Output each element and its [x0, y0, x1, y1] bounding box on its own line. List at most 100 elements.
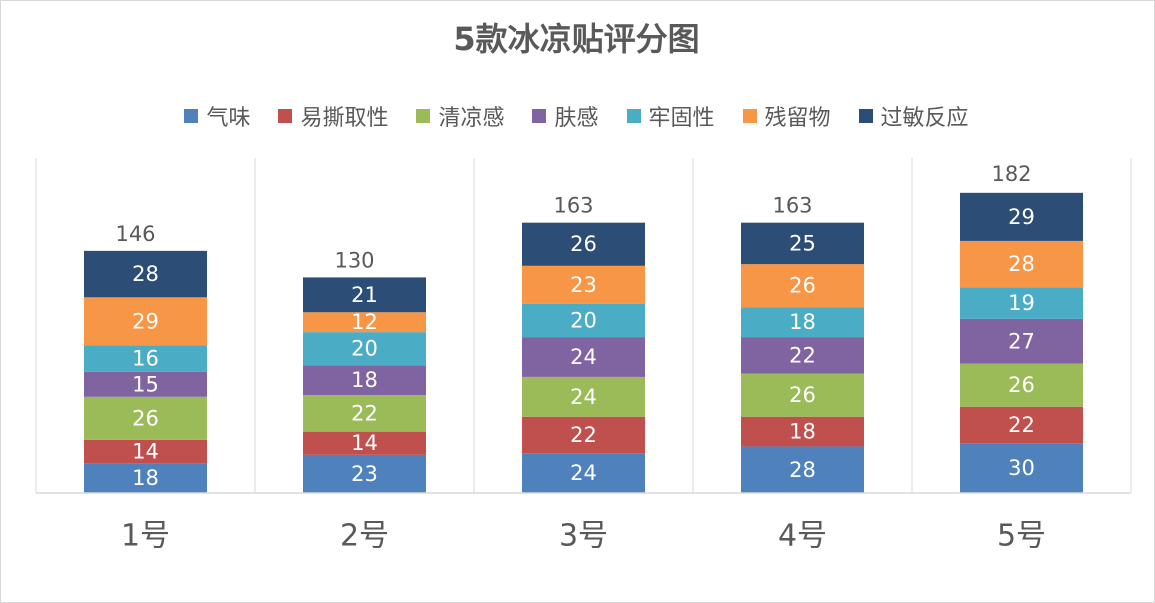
data-label: 22	[1008, 413, 1035, 437]
bar-segment	[522, 337, 645, 377]
data-label: 14	[351, 431, 378, 455]
total-label: 163	[772, 194, 812, 218]
bar-segment	[960, 318, 1083, 364]
legend-swatch	[626, 109, 641, 123]
data-label: 21	[351, 283, 378, 307]
bar-segment	[522, 376, 645, 417]
bar-segment	[303, 365, 426, 396]
bar-segment	[84, 439, 207, 464]
bar-segment	[741, 307, 864, 338]
data-label: 30	[1008, 456, 1035, 480]
legend-item: 易撕取性	[278, 100, 388, 132]
legend-swatch	[278, 109, 293, 123]
category-label: 1号	[121, 519, 170, 554]
data-label: 12	[351, 310, 378, 334]
total-label: 182	[991, 162, 1031, 186]
data-label: 22	[570, 423, 597, 447]
legend-item: 过敏反应	[858, 100, 969, 132]
data-label: 23	[351, 462, 378, 486]
legend-label: 残留物	[764, 106, 831, 131]
bar-segment	[84, 396, 207, 440]
data-label: 20	[351, 337, 378, 361]
bar-segment	[960, 192, 1083, 241]
legend-label: 气味	[206, 106, 251, 131]
bar-segment	[303, 395, 426, 432]
bar-segment	[303, 431, 426, 455]
data-label: 16	[132, 347, 159, 371]
data-label: 26	[1008, 373, 1035, 397]
bar-segment	[960, 240, 1083, 288]
bar-segment	[84, 250, 207, 298]
bar-segment	[960, 443, 1083, 493]
bar-segment	[522, 303, 645, 338]
legend-label: 牢固性	[648, 106, 715, 131]
data-label: 15	[132, 372, 159, 396]
data-label: 24	[570, 461, 597, 485]
bar-segment	[741, 264, 864, 308]
legend-swatch	[742, 109, 757, 123]
bar-segment	[741, 416, 864, 447]
data-label: 28	[132, 262, 159, 286]
bar-segment	[303, 277, 426, 313]
data-label: 14	[132, 440, 159, 464]
bar-segment	[84, 297, 207, 346]
legend-label: 过敏反应	[880, 106, 969, 131]
total-label: 130	[334, 248, 374, 272]
legend-swatch	[184, 109, 199, 123]
bar-segment	[741, 373, 864, 417]
category-label: 4号	[778, 519, 827, 554]
category-label: 3号	[559, 519, 608, 554]
bar-segment	[84, 463, 207, 493]
legend-item: 肤感	[532, 100, 599, 132]
data-label: 26	[789, 383, 816, 407]
legend-swatch	[416, 109, 431, 123]
data-label: 23	[570, 273, 597, 297]
legend-label: 清凉感	[438, 106, 505, 131]
bar-segment	[960, 406, 1083, 444]
data-label: 18	[351, 368, 378, 392]
data-label: 26	[570, 232, 597, 256]
total-label: 163	[553, 194, 593, 218]
legend: 气味 易撕取性 清凉感 肤感 牢固性 残留物 过敏反应	[0, 100, 1153, 132]
bar-segment	[303, 312, 426, 333]
legend-item: 残留物	[742, 100, 831, 132]
bar-segment	[522, 222, 645, 266]
data-label: 24	[570, 345, 597, 369]
bar-segment	[84, 371, 207, 397]
data-label: 28	[789, 458, 816, 482]
bar-segment	[960, 363, 1083, 407]
data-label: 27	[1008, 329, 1035, 353]
legend-label: 易撕取性	[300, 106, 389, 131]
data-label: 29	[1008, 205, 1035, 229]
bar-segment	[522, 416, 645, 454]
data-label: 19	[1008, 291, 1035, 315]
data-label: 26	[789, 274, 816, 298]
bar-segment	[741, 222, 864, 265]
bar-segment	[960, 287, 1083, 319]
data-label: 18	[789, 420, 816, 444]
bar-segment	[522, 453, 645, 493]
data-label: 29	[132, 309, 159, 333]
data-label: 26	[132, 406, 159, 430]
category-label: 2号	[340, 519, 389, 554]
data-label: 20	[570, 309, 597, 333]
data-label: 18	[132, 466, 159, 490]
bar-segment	[84, 345, 207, 372]
legend-swatch	[532, 109, 547, 123]
category-label: 5号	[997, 519, 1046, 554]
bar-segment	[303, 332, 426, 366]
legend-label: 肤感	[554, 106, 599, 131]
legend-item: 气味	[184, 100, 250, 132]
data-label: 18	[789, 310, 816, 334]
total-label: 146	[115, 222, 155, 246]
data-label: 24	[570, 385, 597, 409]
data-label: 28	[1008, 252, 1035, 276]
legend-swatch	[858, 109, 873, 123]
bar-segment	[303, 454, 426, 493]
bar-segment	[522, 265, 645, 304]
bar-segment	[741, 337, 864, 374]
data-label: 22	[351, 401, 378, 425]
legend-item: 牢固性	[626, 100, 715, 132]
legend-item: 清凉感	[416, 100, 504, 132]
